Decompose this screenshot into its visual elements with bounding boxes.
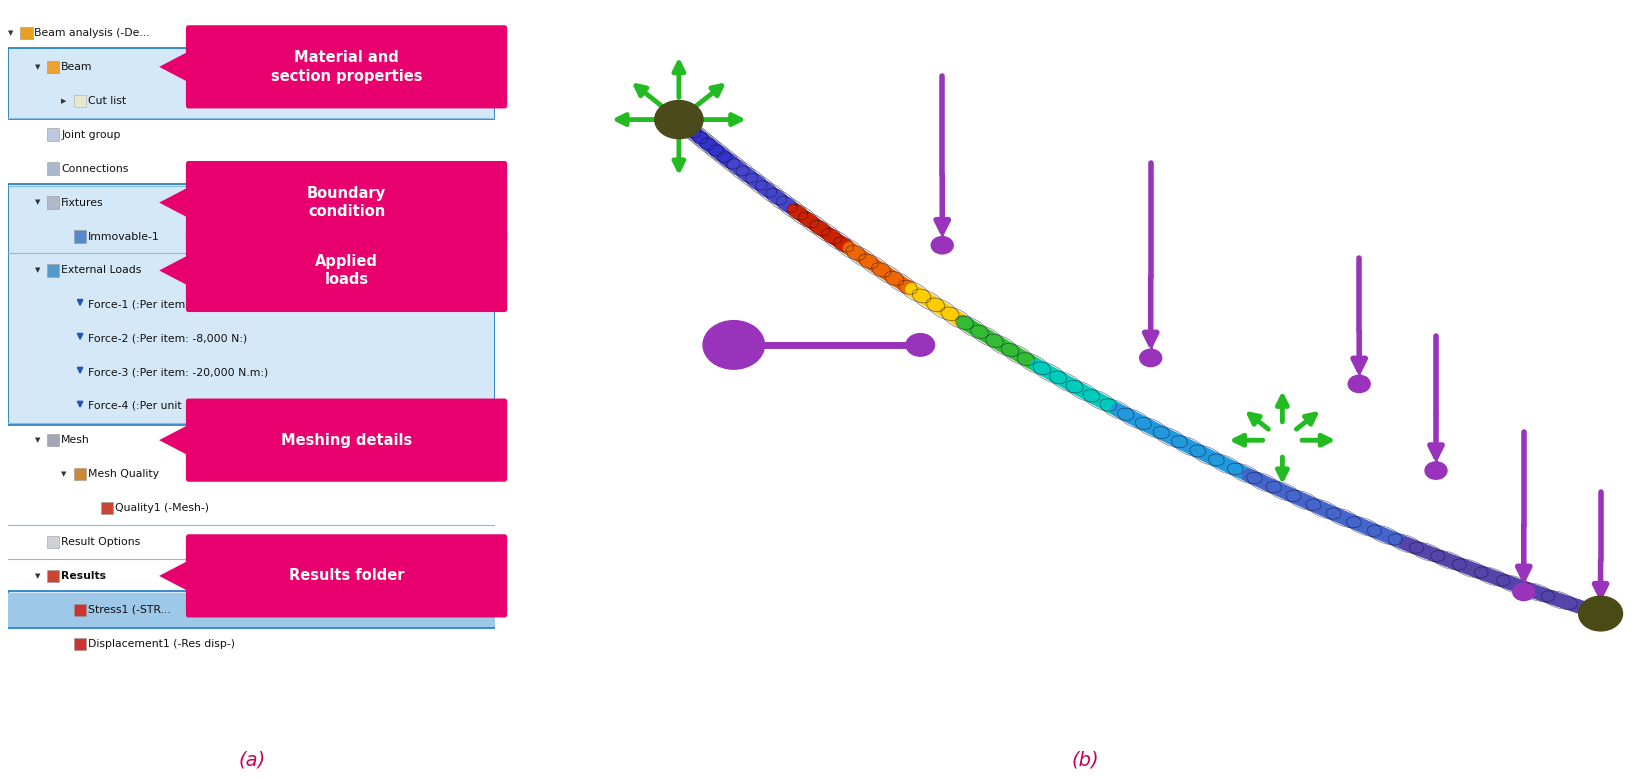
FancyBboxPatch shape xyxy=(48,434,59,446)
FancyBboxPatch shape xyxy=(186,161,507,244)
Polygon shape xyxy=(158,561,188,591)
Text: External Loads: External Loads xyxy=(61,266,142,276)
Circle shape xyxy=(931,237,954,254)
Text: Connections: Connections xyxy=(61,164,129,174)
Text: ▼: ▼ xyxy=(35,267,40,273)
FancyBboxPatch shape xyxy=(74,231,86,243)
Polygon shape xyxy=(158,425,188,456)
FancyBboxPatch shape xyxy=(101,502,112,514)
FancyBboxPatch shape xyxy=(8,593,495,627)
Text: Boundary
condition: Boundary condition xyxy=(307,185,386,220)
Text: Beam analysis (-De...: Beam analysis (-De... xyxy=(35,28,150,38)
Polygon shape xyxy=(158,187,188,218)
Text: ▼: ▼ xyxy=(8,30,13,36)
Text: ▼: ▼ xyxy=(35,437,40,443)
FancyBboxPatch shape xyxy=(48,61,59,73)
Circle shape xyxy=(655,100,703,139)
Text: Force-3 (:Per item: -20,000 N.m:): Force-3 (:Per item: -20,000 N.m:) xyxy=(87,367,269,377)
Text: Mesh Quality: Mesh Quality xyxy=(87,469,158,479)
Circle shape xyxy=(703,321,764,369)
Text: Stress1 (-STR...: Stress1 (-STR... xyxy=(87,605,170,615)
Text: Force-4 (:Per unit length: -15,000 N/m:): Force-4 (:Per unit length: -15,000 N/m:) xyxy=(87,401,304,411)
FancyBboxPatch shape xyxy=(48,536,59,548)
Circle shape xyxy=(1579,596,1622,631)
Text: Result Options: Result Options xyxy=(61,537,140,547)
Text: Results folder: Results folder xyxy=(289,569,404,583)
Text: Meshing details: Meshing details xyxy=(280,432,412,448)
FancyBboxPatch shape xyxy=(186,25,507,108)
Text: Beam: Beam xyxy=(61,62,92,72)
FancyBboxPatch shape xyxy=(186,534,507,618)
FancyBboxPatch shape xyxy=(186,399,507,481)
FancyBboxPatch shape xyxy=(48,569,59,582)
Text: Force-1 (:Per item: -8,000: Force-1 (:Per item: -8,000 xyxy=(87,299,228,309)
FancyBboxPatch shape xyxy=(74,94,86,107)
Circle shape xyxy=(1426,462,1447,479)
Text: ▼: ▼ xyxy=(61,471,66,477)
Text: Joint group: Joint group xyxy=(61,130,120,139)
FancyBboxPatch shape xyxy=(8,48,495,119)
Circle shape xyxy=(1348,375,1370,393)
Polygon shape xyxy=(158,256,188,286)
Text: Fixtures: Fixtures xyxy=(61,198,104,207)
Text: Mesh: Mesh xyxy=(61,435,91,445)
Text: ▼: ▼ xyxy=(35,573,40,579)
Text: Force-2 (:Per item: -8,000 N:): Force-2 (:Per item: -8,000 N:) xyxy=(87,333,248,344)
Text: ▶: ▶ xyxy=(61,98,66,104)
Text: Quality1 (-Mesh-): Quality1 (-Mesh-) xyxy=(116,503,210,513)
FancyBboxPatch shape xyxy=(48,196,59,209)
Text: Applied
loads: Applied loads xyxy=(315,254,378,287)
FancyBboxPatch shape xyxy=(8,591,495,629)
FancyBboxPatch shape xyxy=(8,184,495,425)
Circle shape xyxy=(906,333,934,356)
Polygon shape xyxy=(158,51,188,82)
Circle shape xyxy=(1513,583,1534,601)
Text: ▼: ▼ xyxy=(35,64,40,70)
Text: (a): (a) xyxy=(238,750,266,769)
Text: (b): (b) xyxy=(1071,750,1099,769)
Text: Displacement1 (-Res disp-): Displacement1 (-Res disp-) xyxy=(87,639,234,649)
Text: ▼: ▼ xyxy=(35,199,40,206)
FancyBboxPatch shape xyxy=(48,264,59,277)
FancyBboxPatch shape xyxy=(74,468,86,481)
Circle shape xyxy=(1589,601,1612,618)
Text: Results: Results xyxy=(61,571,106,581)
FancyBboxPatch shape xyxy=(74,637,86,650)
FancyBboxPatch shape xyxy=(20,26,33,39)
Circle shape xyxy=(1140,349,1162,367)
Text: Cut list: Cut list xyxy=(87,96,125,106)
FancyBboxPatch shape xyxy=(48,129,59,141)
FancyBboxPatch shape xyxy=(74,604,86,616)
FancyBboxPatch shape xyxy=(48,162,59,175)
Text: Immovable-1: Immovable-1 xyxy=(87,231,160,241)
Text: Material and
section properties: Material and section properties xyxy=(271,50,422,83)
FancyBboxPatch shape xyxy=(186,229,507,312)
